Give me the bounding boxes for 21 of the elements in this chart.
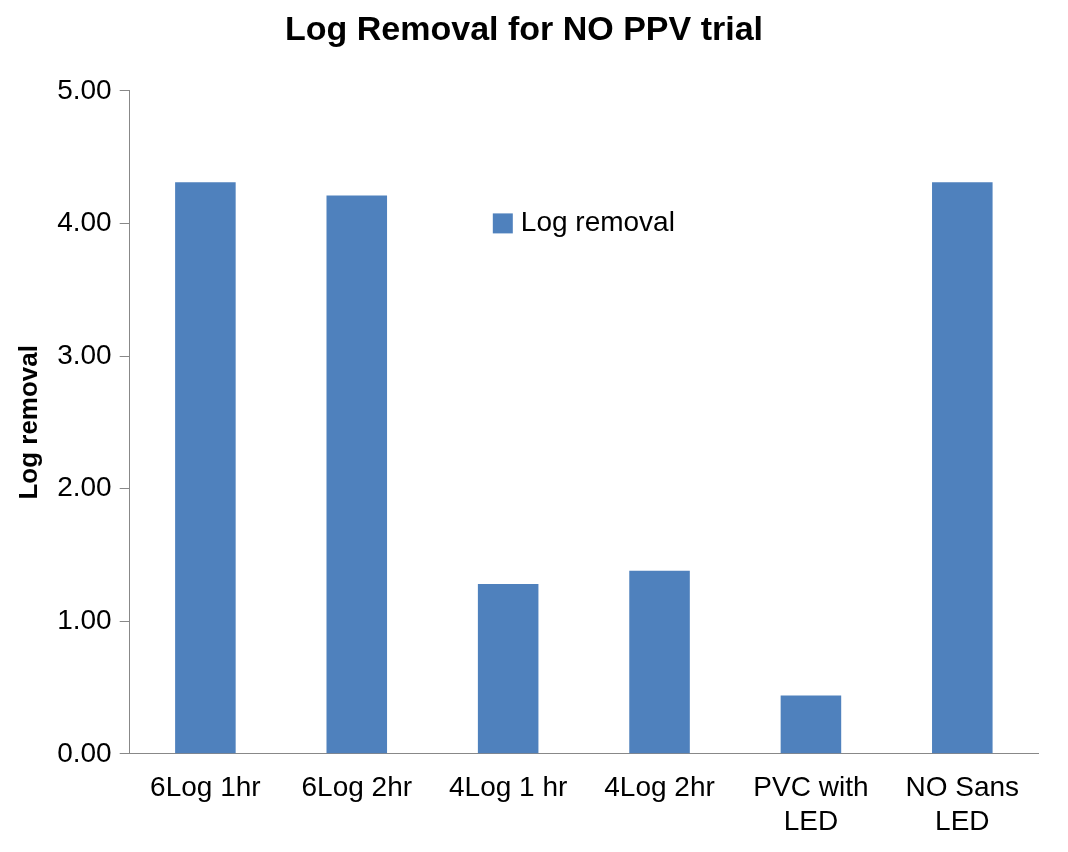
x-tick-label: 6Log 1hr — [150, 771, 261, 803]
y-tick-label: 1.00 — [57, 603, 112, 635]
bar — [477, 584, 539, 754]
x-tick-label: 4Log 2hr — [604, 771, 715, 803]
x-tick-label: 4Log 1 hr — [448, 771, 568, 803]
legend-label: Log removal — [520, 206, 675, 238]
y-tick-label: 3.00 — [57, 338, 112, 370]
x-tick-label: PVC with LED — [753, 771, 869, 836]
bar — [629, 570, 690, 754]
y-tick-label: 5.00 — [57, 73, 112, 105]
y-tick-label: 4.00 — [57, 206, 112, 238]
bar — [326, 195, 388, 754]
x-tick-label: NO Sans LED — [905, 771, 1020, 836]
bar — [780, 695, 842, 754]
y-tick-label: 0.00 — [57, 736, 112, 768]
chart-title: Log Removal for NO PPV trial — [285, 8, 763, 47]
y-tick-label: 2.00 — [57, 471, 112, 503]
bar — [175, 182, 236, 754]
y-axis-title: Log removal — [12, 345, 43, 500]
bar — [932, 182, 993, 754]
x-tick-label: 6Log 2hr — [301, 771, 413, 803]
